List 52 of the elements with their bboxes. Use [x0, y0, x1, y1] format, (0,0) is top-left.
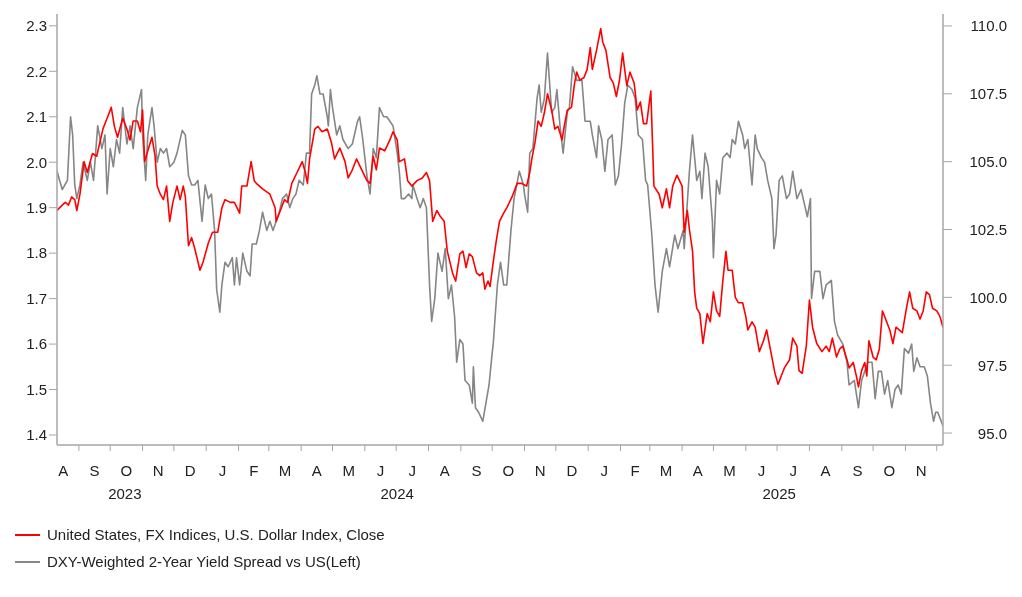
y2-tick-label: 107.5 — [969, 85, 1007, 103]
x-tick-label: 2025 — [762, 484, 796, 502]
text: A — [311, 461, 322, 479]
y2-tick-label: 100.0 — [969, 288, 1007, 306]
y-tick-label: 1.8 — [26, 244, 47, 262]
text: S — [852, 461, 863, 479]
text: J — [757, 461, 766, 479]
text: M — [723, 461, 736, 479]
text: F — [249, 461, 259, 479]
text: A — [692, 461, 703, 479]
y-tick-label: 1.9 — [26, 199, 47, 216]
text: M — [278, 461, 292, 479]
text: O — [120, 461, 133, 479]
line-series — [57, 27, 943, 388]
text: J — [600, 461, 609, 479]
text: A — [58, 461, 69, 479]
text: D — [566, 461, 578, 479]
text: O — [502, 461, 515, 479]
x-tick-label: 2023 — [108, 484, 142, 502]
y2-tick-label: 102.5 — [969, 221, 1007, 238]
text: S — [471, 461, 482, 479]
y-tick-label: 1.4 — [26, 426, 47, 444]
y2-tick-label: 110.0 — [970, 17, 1007, 35]
text: M — [659, 461, 673, 479]
text: J — [408, 461, 417, 479]
y-tick-label: 1.7 — [26, 289, 47, 307]
text: A — [439, 461, 450, 479]
text: J — [789, 461, 797, 479]
text: D — [184, 461, 196, 479]
text: J — [218, 461, 227, 479]
text: O — [883, 461, 896, 479]
y2-tick-label: 95.0 — [977, 424, 1007, 442]
y2-tick-label: 105.0 — [969, 153, 1007, 171]
y-tick-label: 2.1 — [26, 108, 47, 126]
legend-label: United States, FX Indices, U.S. Dollar Index, Close — [47, 526, 385, 543]
text: S — [89, 461, 100, 479]
text: N — [915, 461, 927, 479]
text: N — [152, 461, 164, 479]
text: A — [820, 461, 831, 479]
legend-label: DXY-Weighted 2-Year Yield Spread vs US(Left) — [47, 553, 361, 570]
x-tick-label: 2024 — [380, 484, 414, 502]
y2-tick-label: 97.5 — [977, 356, 1007, 374]
text: N — [534, 461, 546, 479]
y-tick-label: 1.5 — [26, 380, 47, 398]
text: M — [342, 461, 355, 479]
y-tick-label: 2.0 — [26, 153, 47, 171]
y-tick-label: 2.3 — [26, 17, 47, 35]
text: J — [376, 461, 385, 479]
text: F — [630, 461, 640, 479]
line-series — [57, 52, 943, 427]
y-tick-label: 1.6 — [26, 335, 47, 353]
y-tick-label: 2.2 — [26, 62, 47, 80]
